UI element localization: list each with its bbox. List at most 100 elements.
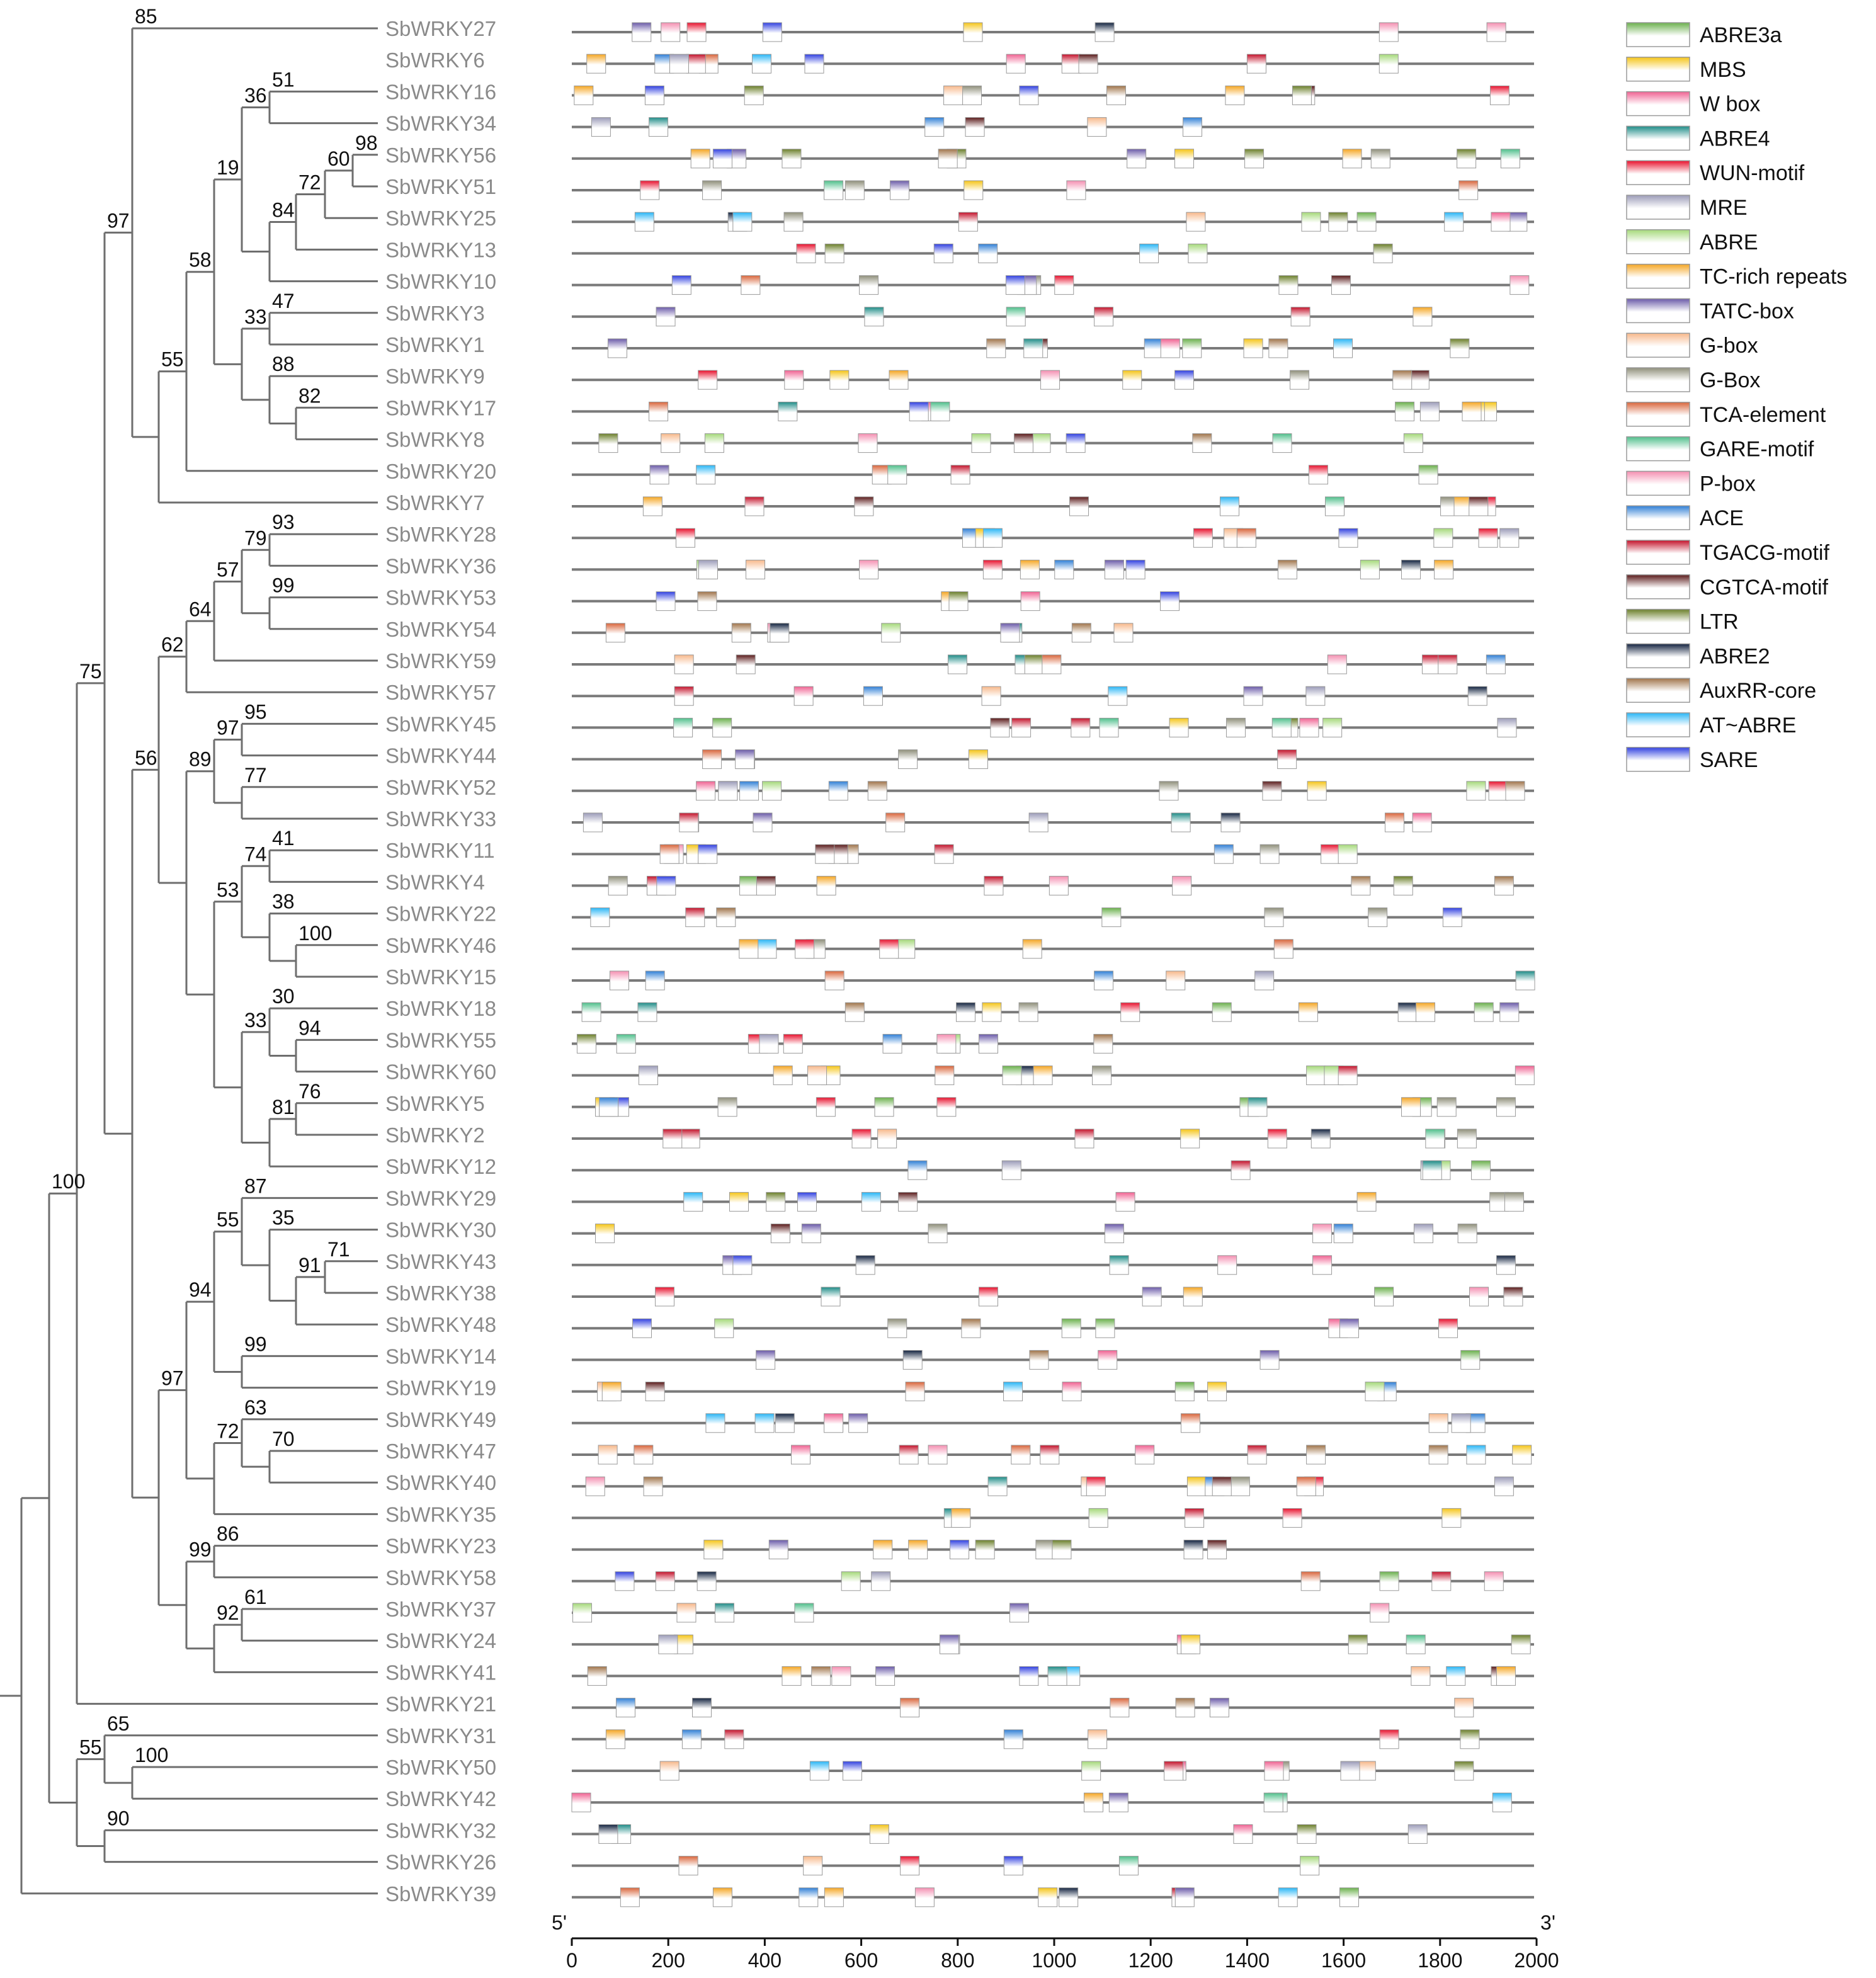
motif-box [936, 1033, 957, 1054]
motif-box [824, 243, 844, 263]
motif-box [574, 85, 594, 105]
motif-box [1411, 1666, 1431, 1686]
motif-box [586, 54, 606, 74]
bootstrap-value: 86 [217, 1523, 239, 1545]
bootstrap-value: 33 [244, 1009, 267, 1032]
motif-box [1180, 1634, 1200, 1654]
bootstrap-value: 99 [272, 574, 295, 597]
motif-box [717, 1097, 737, 1117]
motif-box [661, 22, 681, 42]
bootstrap-value: 76 [298, 1080, 321, 1103]
motif-box [1172, 875, 1192, 895]
motif-box [673, 717, 693, 737]
motif-box [744, 85, 764, 105]
motif-box [930, 401, 950, 421]
gene-label: SbWRKY60 [385, 1060, 496, 1084]
motif-box [1000, 623, 1020, 643]
motif-box [1290, 307, 1310, 327]
motif-box [791, 1445, 811, 1465]
motif-box [881, 623, 901, 643]
bootstrap-value: 38 [272, 890, 295, 913]
motif-box [793, 686, 814, 706]
motif-box [1492, 1792, 1512, 1812]
motif-box [1003, 1729, 1023, 1749]
bootstrap-value: 36 [244, 84, 267, 107]
motif-box [1505, 781, 1525, 801]
legend-label: LTR [1700, 610, 1739, 634]
gene-label: SbWRKY29 [385, 1186, 496, 1210]
legend-swatch [1626, 125, 1690, 151]
axis-tick-label: 1400 [1225, 1949, 1270, 1972]
motif-box [1023, 338, 1043, 358]
bootstrap-value: 41 [272, 827, 295, 850]
legend-label: G-box [1700, 334, 1758, 358]
motif-box [948, 591, 969, 611]
gene-label: SbWRKY37 [385, 1598, 496, 1621]
motif-box [601, 1382, 622, 1402]
motif-box [1243, 686, 1263, 706]
legend-swatch [1626, 505, 1690, 530]
motif-box [1515, 970, 1535, 991]
legend-swatch [1626, 608, 1690, 634]
axis-tick-label: 1000 [1032, 1949, 1076, 1972]
motif-box [1083, 1792, 1103, 1812]
gene-label: SbWRKY30 [385, 1219, 496, 1242]
motif-box [1454, 1761, 1474, 1781]
motif-box [1009, 1603, 1030, 1623]
bootstrap-value: 94 [298, 1016, 321, 1039]
bootstrap-value: 100 [135, 1744, 168, 1766]
motif-box [875, 1666, 895, 1686]
motif-box [1248, 1097, 1268, 1117]
gene-label: SbWRKY28 [385, 523, 496, 546]
bootstrap-value: 30 [272, 985, 295, 1008]
gene-label: SbWRKY22 [385, 902, 496, 926]
motif-box [1209, 1698, 1229, 1718]
bootstrap-value: 55 [79, 1736, 102, 1758]
motif-box [1308, 465, 1328, 485]
motif-box [572, 1603, 593, 1623]
legend-label: WUN-motif [1700, 161, 1805, 185]
gene-label: SbWRKY8 [385, 428, 485, 452]
bootstrap-value: 61 [244, 1586, 267, 1608]
motif-box [1494, 875, 1514, 895]
motif-box [1078, 54, 1098, 74]
motif-box [590, 907, 610, 928]
bootstrap-value: 97 [217, 717, 239, 739]
motif-box [1467, 686, 1487, 706]
legend-swatch [1626, 367, 1690, 392]
motif-box [712, 1887, 732, 1907]
motif-box [871, 1571, 891, 1591]
motif-box [1061, 54, 1081, 74]
legend-swatch [1626, 229, 1690, 254]
motif-box [1094, 307, 1114, 327]
motif-box [644, 85, 664, 105]
motif-box [821, 1287, 841, 1307]
motif-box [1338, 1066, 1358, 1086]
motif-box [801, 1224, 821, 1244]
motif-box [1212, 1476, 1232, 1496]
motif-box [1002, 1066, 1022, 1086]
gene-label: SbWRKY39 [385, 1882, 496, 1906]
motif-box [746, 559, 766, 579]
gene-label: SbWRKY15 [385, 965, 496, 989]
legend-label: P-box [1700, 472, 1756, 496]
legend-label: SARE [1700, 748, 1758, 772]
motif-box [1496, 1666, 1516, 1686]
motif-box [1511, 1634, 1531, 1654]
motif-box [828, 781, 848, 801]
motif-box [1035, 1540, 1055, 1560]
motif-box [610, 970, 630, 991]
motif-box [1457, 1224, 1477, 1244]
motif-box [1401, 559, 1421, 579]
motif-box [1093, 1033, 1113, 1054]
gene-label: SbWRKY12 [385, 1155, 496, 1178]
axis-tick-label: 1800 [1418, 1949, 1462, 1972]
position-axis: 5' 3' 0 200 400 600 800 1000 1200 1400 1600 1800 2… [552, 1911, 1559, 1972]
gene-label: SbWRKY38 [385, 1282, 496, 1305]
motif-box [1019, 85, 1039, 105]
motif-box [1356, 212, 1377, 232]
motif-box [690, 149, 710, 169]
bootstrap-value: 63 [244, 1396, 267, 1419]
motif-box [1300, 1571, 1321, 1591]
motif-box [1278, 1887, 1298, 1907]
